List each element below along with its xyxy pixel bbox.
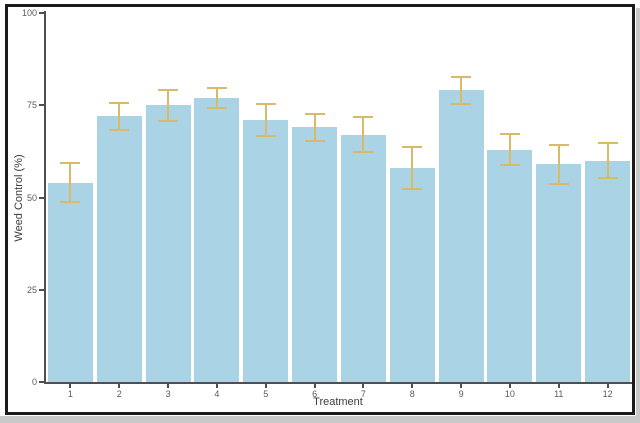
error-bar-cap-bottom: [402, 188, 423, 191]
x-tick-label: 2: [116, 389, 122, 399]
error-bar-line: [69, 162, 72, 204]
bar-treatment-3: [145, 105, 191, 382]
x-tick-mark: [313, 384, 316, 388]
x-tick-mark: [215, 384, 218, 388]
x-tick-label: 8: [409, 389, 415, 399]
x-tick-mark: [508, 384, 511, 388]
error-bar-cap-top: [548, 143, 569, 146]
y-tick-mark: [39, 381, 44, 383]
bar-treatment-12: [585, 160, 631, 382]
x-tick-label: 3: [165, 389, 171, 399]
x-tick-label: 9: [458, 389, 464, 399]
error-bar-line: [118, 101, 121, 132]
error-bar-cap-bottom: [499, 164, 520, 167]
bar-treatment-8: [389, 167, 435, 382]
error-bar-cap-bottom: [353, 151, 374, 154]
x-tick-label: 6: [312, 389, 318, 399]
x-tick-label: 11: [554, 389, 564, 399]
y-tick-mark: [39, 196, 44, 199]
error-bar-line: [264, 103, 267, 137]
x-tick-mark: [362, 384, 365, 388]
error-bar-cap-top: [402, 145, 423, 148]
error-bar-cap-bottom: [451, 103, 472, 106]
x-tick-mark: [118, 384, 121, 388]
x-tick-label: 12: [602, 389, 613, 399]
bar-treatment-2: [96, 116, 142, 382]
y-tick-label: 50: [26, 192, 37, 203]
x-tick-mark: [69, 384, 72, 388]
error-bar-cap-bottom: [597, 177, 618, 180]
error-bar-cap-bottom: [158, 119, 179, 122]
y-tick-label: 25: [26, 284, 37, 295]
error-bar-cap-bottom: [255, 134, 276, 137]
x-tick-mark: [264, 384, 267, 388]
x-tick-mark: [557, 384, 560, 388]
y-axis-title: Weed Control (%): [13, 154, 25, 242]
x-tick-label: 4: [214, 389, 220, 399]
x-tick-label: 7: [360, 389, 366, 399]
x-tick-label: 10: [504, 389, 515, 399]
bar-treatment-6: [292, 127, 338, 382]
error-bar-line: [167, 88, 170, 122]
y-tick-mark: [39, 288, 44, 291]
error-bar-cap-top: [597, 142, 618, 145]
error-bar-line: [460, 75, 463, 106]
error-bar-line: [508, 132, 511, 167]
error-bar-cap-bottom: [304, 140, 325, 143]
error-bar-cap-top: [499, 132, 520, 135]
error-bar-line: [557, 143, 560, 185]
photo-bottom-edge: [0, 416, 640, 423]
error-bar-cap-bottom: [109, 129, 130, 132]
x-tick-label: 1: [67, 389, 73, 399]
error-bar-cap-top: [206, 86, 227, 89]
x-tick-label: 5: [263, 389, 269, 399]
error-bar-cap-bottom: [548, 182, 569, 185]
error-bar-cap-bottom: [60, 201, 81, 204]
error-bar-cap-top: [451, 75, 472, 78]
error-bar-cap-top: [158, 88, 179, 91]
error-bar-line: [362, 116, 365, 154]
bar-treatment-11: [536, 164, 582, 382]
error-bar-cap-top: [353, 116, 374, 119]
bar-treatment-7: [340, 134, 386, 382]
bar-treatment-1: [47, 182, 93, 382]
photo-right-edge: [636, 8, 640, 418]
x-tick-mark: [167, 384, 170, 388]
error-bar-line: [606, 142, 609, 180]
error-bar-cap-top: [109, 101, 130, 104]
error-bar-line: [411, 145, 414, 191]
bar-treatment-10: [487, 149, 533, 382]
y-tick-mark: [39, 12, 44, 14]
bar-treatment-9: [438, 90, 484, 382]
y-axis-line: [44, 11, 46, 383]
error-bar-cap-top: [60, 162, 81, 165]
x-axis-title: Treatment: [313, 396, 363, 408]
x-tick-mark: [411, 384, 414, 388]
error-bar-cap-top: [304, 112, 325, 115]
y-tick-mark: [39, 104, 44, 107]
bar-treatment-4: [194, 97, 240, 382]
y-tick-label: 0: [31, 377, 37, 387]
x-tick-mark: [460, 384, 463, 388]
bar-treatment-5: [243, 120, 289, 382]
error-bar-line: [215, 86, 218, 109]
y-tick-label: 75: [26, 100, 37, 111]
error-bar-cap-bottom: [206, 106, 227, 109]
x-tick-mark: [606, 384, 609, 388]
y-tick-label: 100: [21, 8, 37, 18]
error-bar-cap-top: [255, 103, 276, 106]
error-bar-line: [313, 112, 316, 143]
x-axis-line: [44, 382, 632, 384]
